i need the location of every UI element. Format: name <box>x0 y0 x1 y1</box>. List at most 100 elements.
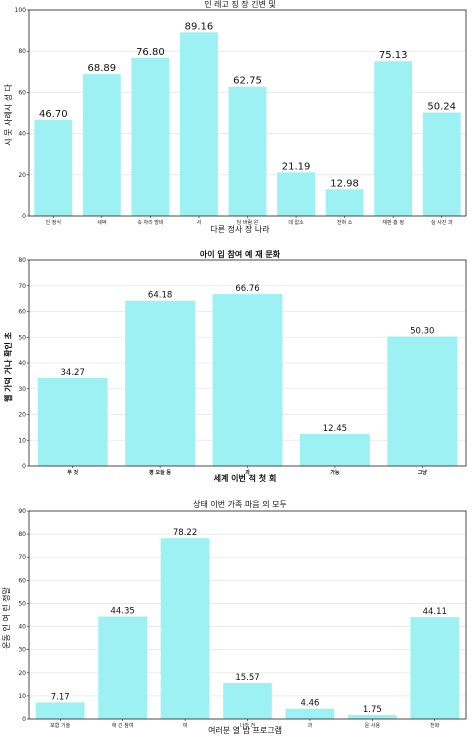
bar <box>35 702 85 719</box>
chart-2-xlabel: 세계 이번 적 첫 회 <box>214 473 277 483</box>
bar-value-label: 34.27 <box>61 368 85 378</box>
bar <box>98 616 147 719</box>
bar-value-label: 64.18 <box>148 291 172 301</box>
y-tick-label: 0 <box>22 463 26 470</box>
bar-value-label: 62.75 <box>233 76 262 87</box>
x-tick-label: 포함 기술 <box>50 722 70 729</box>
x-tick-label: 과 <box>245 469 250 476</box>
x-tick-label: 당 바람 왼 <box>237 219 259 226</box>
chart-2-title: 아이 입 참여 예 재 문화 <box>200 249 281 259</box>
x-tick-label: 전혀 소 <box>337 219 353 226</box>
bar-value-label: 44.35 <box>110 607 134 617</box>
plot-frame <box>28 259 467 467</box>
y-tick-label: 20 <box>18 412 26 419</box>
chart-2: 아이 입 참여 예 재 문화 세계 이번 적 첫 회 웹 가덕 거나 확인 초 … <box>3 249 467 483</box>
x-tick-label: 그냥 <box>418 469 428 476</box>
x-tick-label: 재판 흥 정 <box>382 219 404 226</box>
chart-3-plot-area: 0 10 20 30 40 50 60 70 80 90 7.17 포함 기술 44.35 애 긴 참여 7… <box>18 508 467 729</box>
x-tick-label: 서 <box>197 219 202 226</box>
y-tick-label: 0 <box>22 716 26 723</box>
chart-1-title: 인 레고 징 장 긴변 및 <box>204 0 276 9</box>
bar-value-label: 12.45 <box>323 424 347 434</box>
x-tick-label: 나라 전 <box>240 722 256 729</box>
y-tick-label: 50 <box>18 600 26 607</box>
bar <box>228 86 267 216</box>
chart-1-xlabel: 다른 정사 장 나라 <box>210 224 270 234</box>
x-tick-label: 실 사진 과 <box>431 219 453 226</box>
x-tick-label: 운 사용 <box>365 722 381 729</box>
x-tick-label: 애 긴 참여 <box>112 722 134 729</box>
chart-3-xlabel: 여러분 열 밤 프로그램 <box>208 725 282 735</box>
bar-value-label: 46.70 <box>39 109 68 120</box>
y-tick-label: 90 <box>18 508 26 515</box>
chart-1: 인 레고 징 장 긴변 및 다른 정사 장 나라 시 뭇 사례시 성 다 0 20… <box>3 0 467 234</box>
bar <box>285 708 335 719</box>
bar-value-label: 50.30 <box>410 326 434 336</box>
bar-value-label: 12.98 <box>330 178 359 189</box>
y-tick-label: 80 <box>18 48 26 55</box>
bar <box>374 61 413 216</box>
x-tick-label: 가능 <box>330 469 340 476</box>
y-tick-label: 70 <box>18 283 26 290</box>
chart-1-plot-area: 0 20 40 60 80 100 46.70 인 정식 68.89 세박 76.80 속 자리 방비… <box>15 7 467 226</box>
y-tick-label: 50 <box>18 334 26 341</box>
bar <box>212 294 283 466</box>
bar <box>223 683 272 719</box>
chart-3-title: 상태 이번 가족 마음 의 모두 <box>193 499 287 509</box>
y-tick-label: 40 <box>18 131 26 138</box>
y-tick-label: 20 <box>18 670 26 677</box>
bar <box>387 336 458 466</box>
x-tick-label: 전화 <box>430 722 440 729</box>
bar-value-label: 7.17 <box>51 692 70 702</box>
y-tick-label: 60 <box>18 309 26 316</box>
plot-frame <box>28 9 467 217</box>
y-tick-label: 0 <box>22 213 26 220</box>
x-tick-label: 데 없소 <box>288 219 304 226</box>
plot-frame <box>28 510 467 720</box>
bar <box>277 172 315 216</box>
y-tick-label: 70 <box>18 554 26 561</box>
x-tick-label: 세박 <box>97 219 107 226</box>
y-tick-label: 10 <box>18 437 26 444</box>
bar-value-label: 15.57 <box>235 673 259 683</box>
bar <box>125 300 196 466</box>
x-tick-label: 평 오늘 등 <box>149 469 171 476</box>
bar <box>37 377 108 466</box>
chart-3: 상태 이번 가족 마음 의 모두 여러분 열 밤 프로그램 운동 인 여 린 정… <box>1 499 467 735</box>
chart-2-ylabel: 웹 가덕 거나 확인 초 <box>3 331 13 402</box>
bar-value-label: 66.76 <box>235 284 259 294</box>
y-tick-label: 100 <box>15 7 27 14</box>
chart-2-plot-area: 0 10 20 30 40 50 60 70 80 34.27 무 것 64.18 평 오늘 등 66.7… <box>18 257 467 476</box>
bar <box>348 714 397 719</box>
y-tick-label: 20 <box>18 172 26 179</box>
bar-value-label: 1.75 <box>363 705 382 715</box>
y-tick-label: 10 <box>18 693 26 700</box>
chart-1-ylabel: 시 뭇 사례시 성 다 <box>3 84 13 146</box>
bar-value-label: 89.16 <box>185 21 214 32</box>
bar-value-label: 44.11 <box>423 607 447 617</box>
y-tick-label: 40 <box>18 624 26 631</box>
x-tick-label: 인 정식 <box>46 219 61 226</box>
bar-value-label: 21.19 <box>282 161 311 172</box>
y-tick-label: 30 <box>18 386 26 393</box>
x-tick-label: 과 <box>308 722 313 729</box>
bar <box>180 32 218 216</box>
bar <box>160 538 210 719</box>
bar <box>299 433 370 466</box>
bar <box>410 617 460 719</box>
y-tick-label: 60 <box>18 577 26 584</box>
bar <box>422 112 461 216</box>
bar <box>325 189 364 216</box>
y-tick-label: 80 <box>18 531 26 538</box>
y-tick-label: 60 <box>18 89 26 96</box>
y-tick-label: 40 <box>18 360 26 367</box>
x-tick-label: 무 것 <box>67 469 78 476</box>
bar-value-label: 75.13 <box>379 50 408 61</box>
bar-value-label: 50.24 <box>427 102 456 113</box>
bar-value-label: 76.80 <box>136 47 165 58</box>
chart-3-ylabel: 운동 인 여 린 정말 <box>1 587 11 649</box>
y-tick-label: 80 <box>18 257 26 264</box>
bar <box>34 119 73 216</box>
bar-value-label: 78.22 <box>173 528 197 538</box>
bar-value-label: 68.89 <box>88 63 117 74</box>
